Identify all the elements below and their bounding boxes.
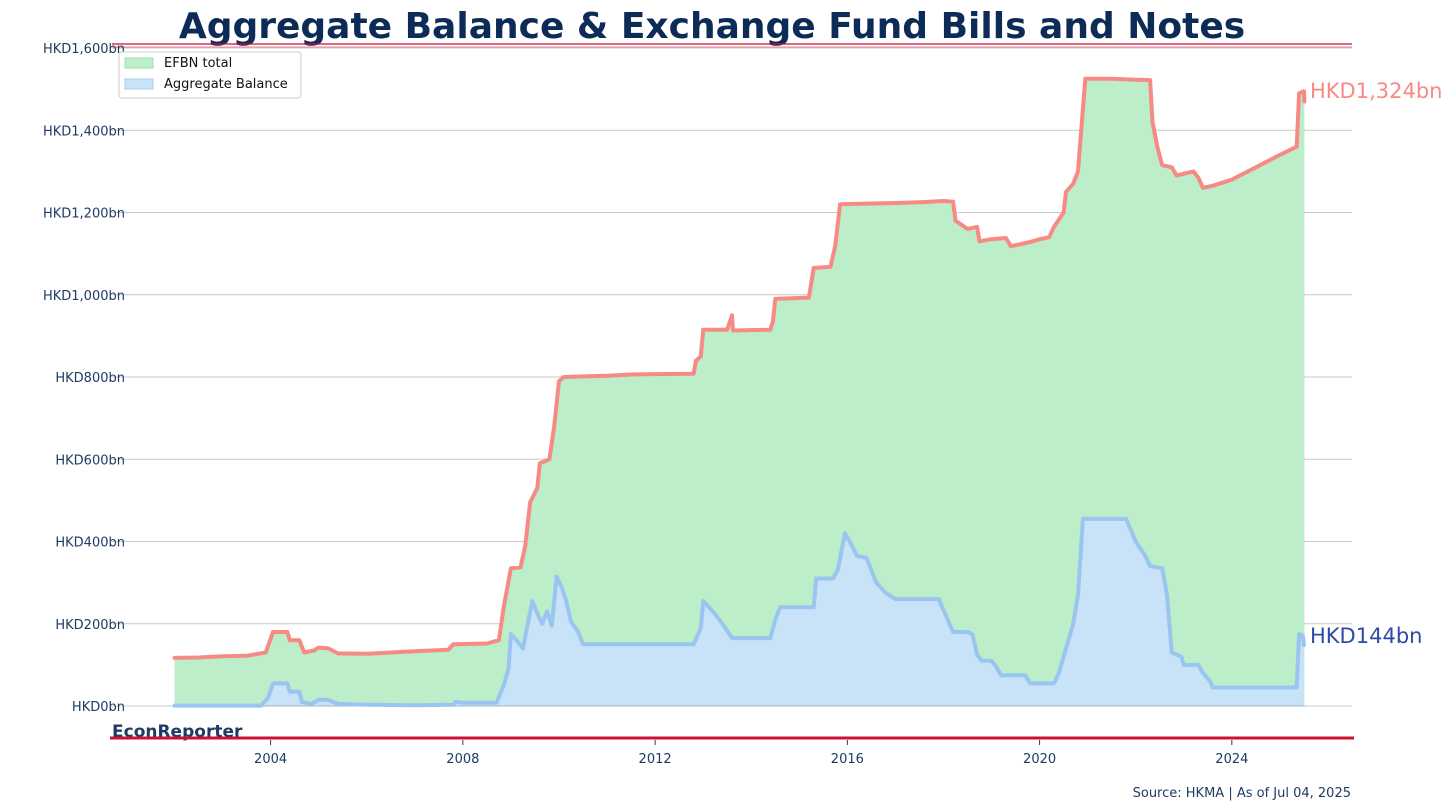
y-tick-label: HKD0bn (72, 700, 125, 715)
x-axis-ticks: 2004 2008 2012 2016 2020 2024 (254, 740, 1248, 767)
x-tick-label: 2020 (1023, 752, 1056, 767)
x-tick-label: 2024 (1215, 752, 1248, 767)
y-tick-label: HKD1,400bn (43, 124, 125, 139)
series-areas (174, 78, 1305, 707)
legend-frame (118, 51, 302, 99)
source-note: Source: HKMA | As of Jul 04, 2025 (1133, 786, 1351, 801)
legend-label-efbn: EFBN total (164, 56, 232, 71)
series-lines (172, 76, 1307, 708)
line-efbn (172, 76, 1307, 660)
x-tick-label: 2004 (254, 752, 287, 767)
end-label-efbn: HKD1,324bn (1310, 79, 1443, 103)
x-tick-label: 2016 (831, 752, 864, 767)
area-efbn (174, 78, 1305, 707)
y-tick-label: HKD800bn (55, 371, 125, 386)
y-tick-label: HKD1,000bn (43, 289, 125, 304)
line-aggregate-balance (172, 516, 1306, 708)
x-tick-label: 2012 (639, 752, 672, 767)
y-tick-label: HKD200bn (55, 618, 125, 633)
y-tick-label: HKD1,200bn (43, 207, 125, 222)
chart-title: Aggregate Balance & Exchange Fund Bills … (179, 6, 1245, 47)
y-tick-label: HKD600bn (55, 453, 125, 468)
y-axis-ticks: HKD0bn HKD200bn HKD400bn HKD600bn HKD800bn HK… (43, 42, 125, 715)
x-tick-label: 2008 (446, 752, 479, 767)
y-tick-label: HKD400bn (55, 536, 125, 551)
end-label-aggregate-balance: HKD144bn (1310, 624, 1422, 648)
series-end-labels: HKD1,324bn HKD144bn (1310, 79, 1443, 648)
legend-swatch-efbn (124, 57, 154, 69)
legend-swatch-aggregate-balance (124, 78, 154, 90)
y-tick-label: HKD1,600bn (43, 42, 125, 57)
legend: EFBN total Aggregate Balance (118, 51, 302, 99)
legend-label-aggregate-balance: Aggregate Balance (164, 77, 288, 92)
